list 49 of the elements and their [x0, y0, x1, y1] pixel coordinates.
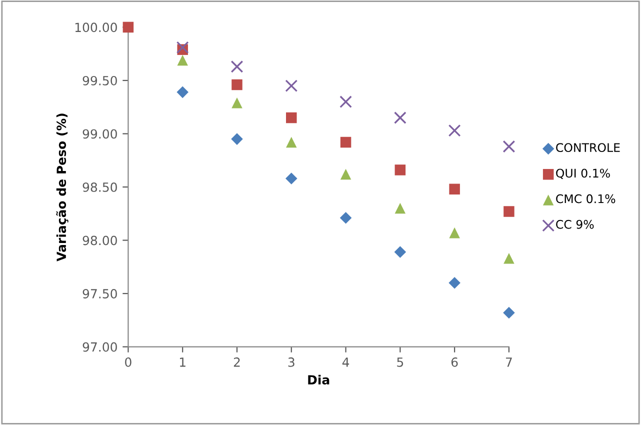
legend-label: CONTROLE — [556, 143, 620, 152]
x-tick-label: 6 — [451, 357, 458, 367]
point — [177, 54, 188, 66]
legend-label: CC 9% — [556, 220, 594, 229]
y-tick-label: 97.00 — [82, 342, 117, 352]
point — [340, 96, 352, 108]
point — [122, 22, 134, 33]
point — [176, 41, 189, 54]
point — [394, 164, 406, 176]
point — [176, 86, 188, 98]
point — [286, 136, 297, 148]
point — [394, 112, 406, 124]
x-tick-label: 2 — [234, 357, 240, 367]
point — [503, 306, 515, 319]
y-tick-label: 98.50 — [82, 182, 117, 192]
point — [504, 253, 514, 264]
x-tick-label: 1 — [180, 358, 186, 367]
point — [502, 140, 516, 153]
y-tick-label: 100.00 — [75, 22, 117, 32]
y-axis-title: Variação de Peso (%) — [56, 114, 68, 262]
point — [232, 79, 242, 90]
y-tick-label: 99.50 — [82, 76, 117, 86]
y-tick-label: 97.50 — [82, 289, 117, 298]
point — [504, 206, 514, 217]
point — [449, 227, 460, 238]
point — [231, 133, 243, 145]
legend-label: QUI 0.1% — [556, 168, 610, 179]
point — [394, 202, 406, 214]
point — [448, 124, 461, 137]
point — [285, 80, 298, 92]
point — [448, 276, 460, 289]
point — [340, 136, 352, 148]
y-tick-label: 99.00 — [82, 129, 117, 139]
y-tick-label: 98.00 — [82, 236, 117, 246]
point — [285, 172, 298, 184]
point — [394, 246, 406, 258]
point — [230, 60, 244, 73]
point — [232, 97, 242, 108]
point — [340, 212, 352, 224]
point — [449, 184, 460, 195]
x-tick-label: 4 — [342, 358, 350, 367]
x-tick-label: 7 — [506, 358, 512, 367]
point — [286, 112, 297, 124]
x-tick-label: 5 — [397, 358, 404, 367]
legend-label: CMC 0.1% — [556, 194, 616, 204]
x-axis-title: Dia — [308, 374, 330, 385]
point — [340, 168, 352, 180]
x-tick-label: 0 — [125, 357, 132, 367]
x-tick-label: 3 — [288, 357, 294, 367]
